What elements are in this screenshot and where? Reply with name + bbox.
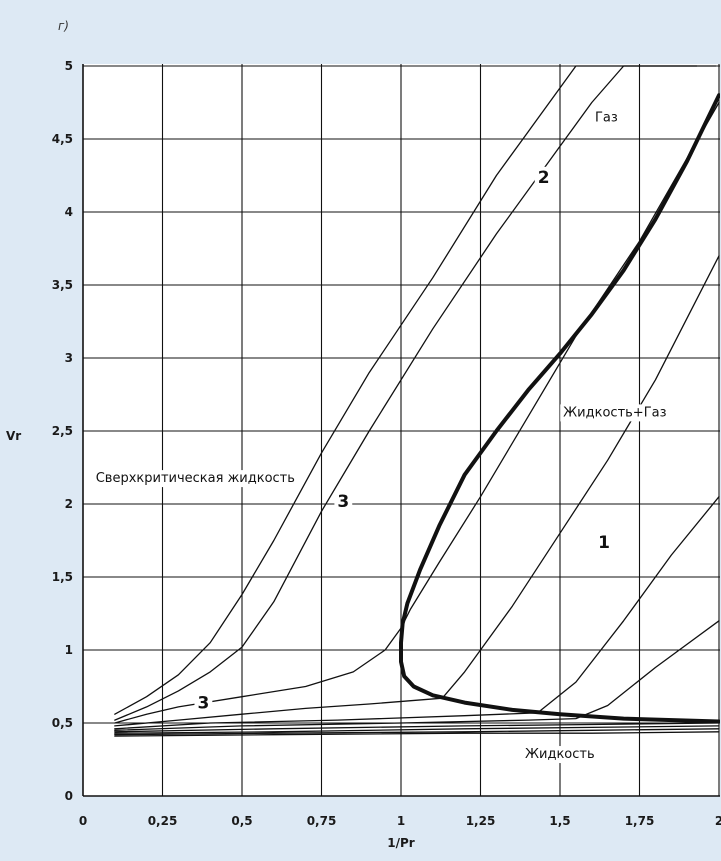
annotation-bg-5 [534, 166, 553, 189]
x-axis: 0 0,25 0,5 0,75 1 1,25 1,5 1,75 2 [79, 795, 721, 828]
series-line-tr_f [114, 620, 720, 731]
x-tick-label-4: 1 [397, 814, 405, 828]
y-tick-label-10: 5 [65, 59, 73, 73]
y-tick-label-6: 3 [65, 351, 73, 365]
y-tick-label-8: 4 [65, 205, 73, 219]
y-axis-label: Vr [6, 429, 21, 443]
y-tick-label-4: 2 [65, 497, 73, 511]
x-tick-label-2: 0,5 [231, 814, 252, 828]
series-line-tr_a [114, 65, 717, 715]
x-tick-label-1: 0,25 [148, 814, 178, 828]
x-tick-label-5: 1,25 [466, 814, 496, 828]
y-tick-label-0: 0 [65, 789, 73, 803]
panel-label: г) [58, 19, 69, 33]
x-tick-label-0: 0 [79, 814, 87, 828]
annotation-bg-3 [522, 746, 598, 764]
annotation-bg-4 [595, 531, 614, 554]
x-tick-label-6: 1,5 [549, 814, 570, 828]
y-tick-label-1: 0,5 [52, 716, 73, 730]
annotation-6: 3 [337, 492, 349, 512]
annotation-0: Газ [595, 110, 618, 125]
y-tick-label-5: 2,5 [52, 424, 73, 438]
series-line-tr_i [114, 728, 720, 736]
annotation-bg-7 [194, 692, 213, 715]
annotation-4: 1 [598, 533, 610, 553]
annotation-5: 2 [538, 168, 550, 188]
y-axis: 0 0,5 1 1,5 2 2,5 3 3,5 4 4,5 5 [52, 59, 84, 803]
y-tick-label-9: 4,5 [52, 132, 73, 146]
y-tick-label-7: 3,5 [52, 278, 73, 292]
x-tick-label-3: 0,75 [307, 814, 337, 828]
annotation-1: Жидкость+Газ [563, 405, 666, 420]
series-line-tr_d [114, 255, 720, 727]
annotation-7: 3 [197, 693, 209, 713]
x-tick-label-8: 2 [715, 814, 721, 828]
series-line-tr_e [114, 496, 720, 730]
series-line-tr_g [114, 722, 720, 733]
annotation-bg-2 [92, 470, 298, 488]
series-line-saturation [399, 93, 720, 724]
annotation-bg-1 [560, 404, 670, 422]
annotation-2: Сверхкритическая жидкость [96, 471, 295, 486]
series-lines [114, 65, 720, 737]
y-tick-label-3: 1,5 [52, 570, 73, 584]
x-tick-label-7: 1,75 [625, 814, 655, 828]
annotations: Газ Жидкость+Газ Сверхкритическая жидкость… [92, 109, 670, 764]
annotation-bg-0 [591, 109, 621, 127]
series-line-tr_j [114, 731, 720, 737]
annotation-3: Жидкость [525, 747, 595, 762]
series-line-tr_b [114, 65, 698, 721]
series-line-tr_h [114, 725, 720, 734]
y-tick-label-2: 1 [65, 643, 73, 657]
annotation-bg-6 [334, 490, 353, 513]
x-axis-label: 1/Pr [387, 836, 415, 850]
